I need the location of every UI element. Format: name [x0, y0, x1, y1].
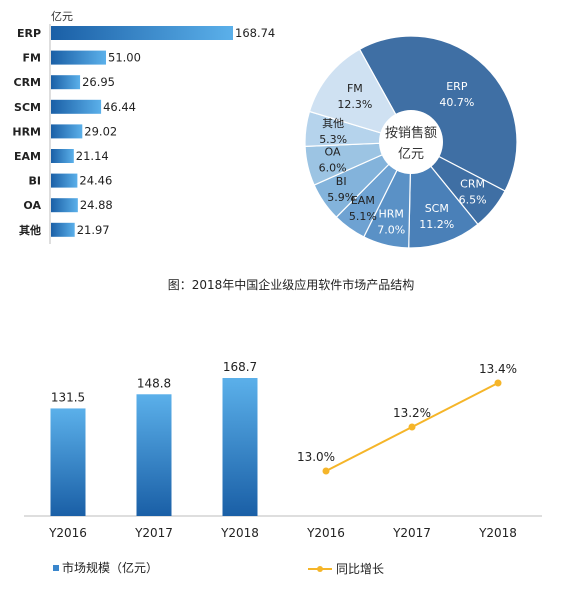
- hbar-value-label: 24.88: [80, 198, 113, 212]
- hbar-category-label: EAM: [14, 150, 41, 163]
- hbar-category-label: 其他: [19, 223, 41, 237]
- growth-point: [408, 423, 416, 431]
- pie-slice-percent: 12.3%: [337, 98, 372, 111]
- vbar-value-label: 148.8: [137, 376, 171, 390]
- hbar: [51, 198, 78, 213]
- line-category-label: Y2018: [478, 526, 517, 540]
- hbar-category-label: FM: [23, 52, 41, 65]
- hbar-category-label: BI: [29, 175, 41, 188]
- pie-slice-percent: 6.5%: [459, 193, 487, 206]
- hbar-marks: ERP 168.74 FM 51.00 CRM 26.95 SCM 46.44 HRM 29.02…: [12, 26, 275, 237]
- pie-slice-name: 其他: [322, 117, 344, 130]
- legend-line-marker: [317, 566, 323, 572]
- vbar-value-label: 168.7: [223, 360, 257, 374]
- hbar-value-label: 21.97: [77, 223, 110, 237]
- hbar-value-label: 26.95: [82, 75, 115, 89]
- legend-market-size: 市场规模（亿元）: [53, 560, 158, 575]
- growth-line-chart: 13.0% Y2016 13.2% Y2017 13.4% Y2018: [282, 362, 542, 540]
- pie-labels: ERP 40.7% CRM 6.5% SCM 11.2% HRM 7.0% EAM 5.1% BI 5…: [319, 80, 487, 236]
- figure-caption: 图：2018年中国企业级应用软件市场产品结构: [167, 278, 415, 292]
- pie-slice-percent: 7.0%: [377, 223, 405, 236]
- donut-hole: [379, 110, 443, 174]
- pie-slice: [308, 48, 413, 143]
- hbar-value-label: 29.02: [84, 124, 117, 138]
- growth-value-label: 13.0%: [297, 450, 335, 464]
- market-size-bar-chart: 131.5 Y2016 148.8 Y2017 168.7 Y2018: [24, 360, 282, 540]
- pie-slice-percent: 6.0%: [319, 161, 347, 174]
- horizontal-bar-chart: 亿元 ERP 168.74 FM 51.00 CRM 26.95 SCM 46.44 HRM 29…: [12, 10, 275, 244]
- vbar: [136, 394, 172, 516]
- pie-slice-name: CRM: [460, 177, 485, 190]
- hbar-value-label: 46.44: [103, 100, 136, 114]
- hbar-category-label: ERP: [17, 27, 41, 40]
- pie-slice-name: FM: [347, 82, 363, 95]
- vbar-marks: 131.5 Y2016 148.8 Y2017 168.7 Y2018: [48, 360, 259, 540]
- hbar-category-label: CRM: [14, 76, 42, 89]
- vbar-category-label: Y2018: [220, 526, 259, 540]
- growth-value-label: 13.4%: [479, 362, 517, 376]
- hbar: [51, 75, 81, 90]
- vbar-value-label: 131.5: [51, 390, 85, 404]
- growth-value-label: 13.2%: [393, 406, 431, 420]
- vbar-category-label: Y2016: [48, 526, 87, 540]
- legend-bar-swatch: [53, 565, 59, 571]
- line-marks: 13.0% Y2016 13.2% Y2017 13.4% Y2018: [297, 362, 517, 540]
- hbar-value-label: 24.46: [79, 174, 112, 188]
- vbar: [222, 378, 258, 516]
- growth-point: [494, 379, 502, 387]
- hbar-value-label: 168.74: [235, 26, 275, 40]
- pie-slice-percent: 5.3%: [319, 133, 347, 146]
- hbar: [51, 222, 75, 237]
- hbar: [51, 173, 78, 188]
- pie-slice-name: HRM: [379, 207, 404, 220]
- pie-slice-name: OA: [325, 145, 341, 158]
- vbar: [50, 408, 86, 516]
- growth-point: [322, 467, 330, 475]
- donut-center-label-1: 按销售额: [385, 125, 437, 141]
- pie-slice-percent: 40.7%: [439, 96, 474, 109]
- hbar: [51, 149, 74, 163]
- pie-slice-name: EAM: [351, 194, 375, 207]
- line-category-label: Y2016: [306, 526, 345, 540]
- hbar: [51, 50, 107, 65]
- hbar-value-label: 21.14: [76, 149, 109, 163]
- donut-center-label-2: 亿元: [398, 147, 424, 162]
- pie-slice-name: ERP: [446, 80, 468, 93]
- pie-slice-percent: 5.1%: [349, 210, 377, 223]
- legend-growth: 同比增长: [308, 562, 384, 576]
- vbar-category-label: Y2017: [134, 526, 173, 540]
- hbar: [51, 99, 102, 114]
- pie-slice-name: SCM: [425, 202, 449, 215]
- donut-chart: 按销售额 亿元 ERP 40.7% CRM 6.5% SCM 11.2% HRM 7.0% EA…: [304, 35, 518, 249]
- hbar-unit-label: 亿元: [51, 10, 73, 23]
- hbar-category-label: OA: [23, 199, 41, 212]
- hbar-category-label: HRM: [12, 125, 41, 138]
- legend-line-label: 同比增长: [336, 562, 384, 576]
- hbar-value-label: 51.00: [108, 51, 141, 65]
- pie-slice: [358, 35, 518, 192]
- hbar: [51, 26, 233, 40]
- pie-slice-percent: 11.2%: [419, 218, 454, 231]
- legend-bar-label: 市场规模（亿元）: [62, 560, 158, 575]
- hbar: [51, 124, 83, 139]
- hbar-category-label: SCM: [14, 101, 41, 114]
- pie-slice-name: BI: [336, 175, 347, 188]
- pie-slice-percent: 5.9%: [327, 191, 355, 204]
- line-category-label: Y2017: [392, 526, 431, 540]
